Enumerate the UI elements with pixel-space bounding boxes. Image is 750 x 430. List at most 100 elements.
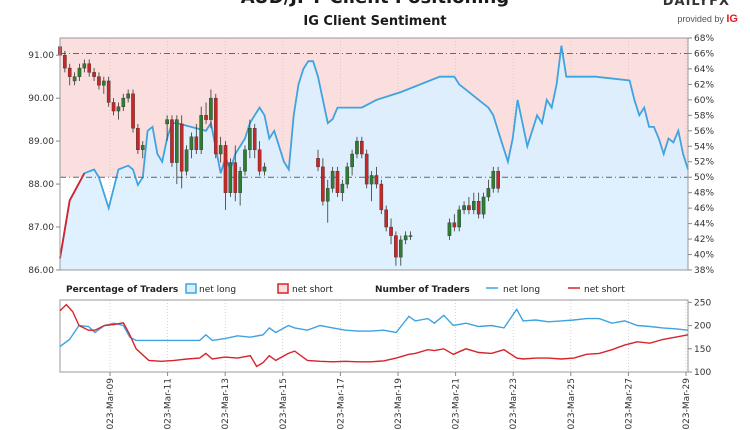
candle-body [218, 145, 223, 155]
y-right-tick-label: 38% [694, 266, 714, 276]
x-tick-label: 2023-Mar-09 [106, 378, 116, 430]
candle-body [408, 235, 413, 237]
brand-logo: DAILYFX [662, 0, 730, 9]
candle-body [77, 67, 82, 77]
candle-body [467, 205, 471, 211]
net-short-pct-line [59, 172, 86, 259]
legend-num-short-label: net short [584, 285, 625, 295]
candle-body [345, 166, 350, 185]
net-long-area [60, 45, 688, 271]
candle-body [496, 170, 500, 189]
chart-title: AUD/JPY Client Positioning [0, 0, 750, 8]
provider-logo: IG [726, 13, 738, 25]
legend-net-long-swatch [185, 283, 197, 294]
candle-body [384, 209, 388, 228]
net-long-pct-line [59, 45, 689, 259]
candle-body [243, 149, 247, 172]
price-frame [59, 37, 689, 271]
chart-subtitle: IG Client Sentiment [303, 14, 447, 29]
legend: Percentage of Traders net long net short… [66, 283, 625, 295]
legend-pct-title: Percentage of Traders [66, 285, 178, 295]
traders-net-long-line [59, 307, 689, 348]
y-left-tick-label: 87.00 [28, 223, 54, 233]
candle-body [238, 170, 242, 193]
candle-body [486, 188, 491, 198]
candle-body [325, 188, 330, 202]
candle-body [355, 140, 359, 155]
y-right-tick-label: 66% [694, 49, 714, 59]
candle-body [398, 239, 403, 258]
y-left-tick-label: 90.00 [28, 94, 54, 104]
y-right-tick-label: 56% [694, 127, 714, 137]
candle-body [340, 183, 345, 193]
candle-body [136, 128, 140, 150]
x-tick-label: 2023-Mar-29 [682, 378, 692, 430]
traders-net-short-line [59, 303, 689, 368]
candle-body [447, 222, 452, 236]
x-tick-label: 2023-Mar-11 [164, 378, 174, 430]
x-tick-label: 2023-Mar-17 [336, 378, 346, 430]
candle-body [102, 80, 106, 86]
y-right-tick-label: 44% [694, 220, 714, 230]
candle-body [374, 175, 379, 185]
x-tick-label: 2023-Mar-25 [567, 378, 577, 430]
candle-body [209, 97, 213, 120]
candle-body [330, 170, 335, 189]
candle-body [82, 63, 87, 69]
candle-body [223, 145, 228, 193]
y-traders-tick-label: 150 [694, 345, 711, 355]
price-panel: 91.00 90.00 89.00 88.00 87.00 86.00 68% 66% 64% 6… [28, 34, 714, 276]
x-tick-label: 2023-Mar-21 [452, 378, 462, 430]
candle-body [491, 170, 496, 189]
candle-body [213, 97, 218, 155]
legend-num-long-label: net long [503, 285, 540, 295]
y-right-tick-label: 42% [694, 235, 714, 245]
candle-body [179, 123, 184, 172]
provided-by: provided by IG [677, 13, 738, 25]
candle-body [121, 97, 126, 107]
legend-net-long-label: net long [199, 285, 236, 295]
candle-body [199, 115, 203, 150]
y-right-tick-label: 64% [694, 65, 714, 75]
candle-body [92, 72, 96, 77]
traders-panel: 250 200 150 100 [59, 298, 711, 378]
candle-body [369, 175, 374, 185]
candle-body [97, 76, 101, 86]
y-right-tick-label: 62% [694, 80, 714, 90]
y-right-tick-label: 58% [694, 111, 714, 121]
y-right-tick-label: 54% [694, 142, 714, 152]
y-traders-tick-label: 200 [694, 322, 711, 332]
provided-by-label: provided by [677, 14, 724, 24]
candle-body [481, 196, 486, 215]
legend-num-title: Number of Traders [375, 285, 470, 295]
legend-net-short-label: net short [292, 285, 333, 295]
y-right-tick-label: 50% [694, 173, 714, 183]
y-right-tick-label: 68% [694, 34, 714, 44]
candle-body [228, 162, 233, 193]
candle-body [389, 226, 393, 236]
x-tick-label: 2023-Mar-27 [624, 378, 634, 430]
candle-body [248, 128, 252, 150]
candle-body [476, 201, 481, 215]
candle-body [257, 149, 262, 172]
candle-body [165, 119, 169, 125]
y-right-tick-label: 52% [694, 158, 714, 168]
candle-body [360, 140, 364, 155]
candle-body [126, 93, 130, 99]
x-tick-label: 2023-Mar-23 [509, 378, 519, 430]
candle-body [67, 67, 72, 77]
candle-body [379, 183, 384, 211]
candle-body [316, 158, 320, 168]
candle-body [252, 128, 257, 150]
candle-body [111, 102, 116, 112]
candle-body [189, 136, 194, 150]
y-left-tick-label: 89.00 [28, 137, 54, 147]
candle-body [204, 115, 208, 120]
candle-body [116, 106, 121, 112]
candle-body [233, 162, 238, 193]
y-left-tick-label: 86.00 [28, 266, 54, 276]
candle-body [175, 119, 179, 163]
candle-body [452, 222, 457, 228]
candle-body [403, 235, 408, 241]
